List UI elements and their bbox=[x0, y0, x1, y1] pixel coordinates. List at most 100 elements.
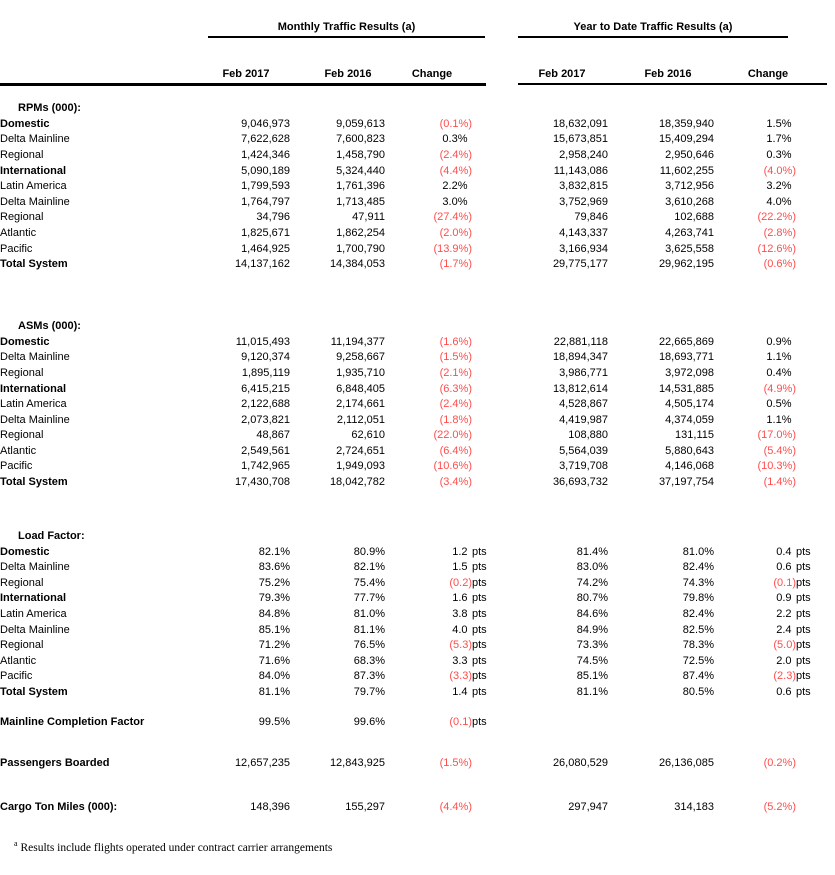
table-row: Delta Mainline 1,764,797 1,713,485 3.0% 3,75… bbox=[0, 194, 826, 210]
monthly-title-underline bbox=[208, 36, 485, 38]
column-gap bbox=[502, 412, 515, 428]
monthly-feb2016-value: 80.9% bbox=[353, 545, 385, 558]
monthly-pts-unit bbox=[472, 225, 502, 241]
ytd-feb2016-value: 80.5% bbox=[682, 686, 714, 699]
ytd-pts-unit bbox=[796, 116, 826, 132]
monthly-pts-unit: pts bbox=[472, 545, 487, 558]
row-label: Regional bbox=[0, 429, 44, 442]
monthly-change-value: (0.1%) bbox=[439, 117, 472, 130]
ytd-feb2016-value: 4,505,174 bbox=[665, 398, 714, 411]
ytd-pts-unit bbox=[796, 474, 826, 490]
row-label: Pacific bbox=[0, 460, 33, 473]
monthly-feb2016-value: 76.5% bbox=[353, 639, 385, 652]
col-header-monthly-change: Change bbox=[411, 68, 453, 80]
ytd-pts-unit bbox=[796, 799, 826, 815]
table-row: Atlantic 71.6% 68.3% 3.3 pts 74.5% 72.5% 2.0 pts bbox=[0, 653, 826, 669]
monthly-feb2017-value: 85.1% bbox=[258, 623, 290, 636]
row-label: Delta Mainline bbox=[0, 561, 70, 574]
ytd-feb2016-value: 26,136,085 bbox=[658, 757, 714, 770]
ytd-change-value: 0.5% bbox=[766, 398, 792, 411]
monthly-feb2016-value: 75.4% bbox=[353, 576, 385, 589]
row-label: Regional bbox=[0, 366, 44, 379]
column-gap bbox=[502, 194, 515, 210]
monthly-pts-unit: pts bbox=[472, 561, 487, 574]
ytd-change-value: 2.4 bbox=[776, 623, 792, 636]
ytd-feb2017-value: 83.0% bbox=[576, 561, 608, 574]
ytd-feb2016-value: 3,610,268 bbox=[665, 195, 714, 208]
row-label: Delta Mainline bbox=[0, 351, 70, 364]
spacer-row bbox=[0, 771, 826, 799]
column-gap bbox=[502, 622, 515, 638]
monthly-feb2017-value: 81.1% bbox=[258, 686, 290, 699]
table-row: Delta Mainline 9,120,374 9,258,667 (1.5%) 18… bbox=[0, 350, 826, 366]
row-label: Delta Mainline bbox=[0, 133, 70, 146]
monthly-feb2017-value: 2,073,821 bbox=[241, 413, 290, 426]
spacer-cell bbox=[0, 92, 826, 100]
table-row: Regional 1,424,346 1,458,790 (2.4%) 2,958,24… bbox=[0, 147, 826, 163]
ytd-change-value: 0.4% bbox=[766, 366, 792, 379]
monthly-change-value: 3.8 bbox=[452, 608, 468, 621]
ytd-pts-unit: pts bbox=[796, 623, 811, 636]
column-gap bbox=[502, 606, 515, 622]
row-label: Domestic bbox=[0, 117, 50, 130]
ytd-pts-unit bbox=[796, 194, 826, 210]
monthly-feb2016-value: 68.3% bbox=[353, 654, 385, 667]
monthly-change-value: (2.1%) bbox=[439, 366, 472, 379]
table-row: Cargo Ton Miles (000): 148,396 155,297 (4.4… bbox=[0, 799, 826, 815]
ytd-feb2016-value: 87.4% bbox=[682, 670, 714, 683]
ytd-feb2016-value: 2,950,646 bbox=[665, 148, 714, 161]
monthly-change-value: 4.0 bbox=[452, 623, 468, 636]
monthly-feb2017-value: 71.2% bbox=[258, 639, 290, 652]
row-label: Delta Mainline bbox=[0, 413, 70, 426]
monthly-pts-unit bbox=[472, 194, 502, 210]
row-label: Regional bbox=[0, 211, 44, 224]
monthly-feb2017-value: 83.6% bbox=[258, 561, 290, 574]
ytd-feb2016-value: 74.3% bbox=[682, 576, 714, 589]
row-label: Atlantic bbox=[0, 654, 37, 667]
spacer-row bbox=[0, 272, 826, 318]
monthly-change-value: 0.3% bbox=[442, 133, 468, 146]
section-title: RPMs (000): bbox=[18, 102, 81, 114]
ytd-feb2017-value: 81.4% bbox=[576, 545, 608, 558]
monthly-change-value: 2.2% bbox=[442, 180, 468, 193]
col-header-ytd-feb2016: Feb 2016 bbox=[644, 68, 692, 80]
monthly-pts-unit bbox=[472, 163, 502, 179]
monthly-feb2016-value: 2,724,651 bbox=[336, 444, 385, 457]
monthly-feb2017-value: 82.1% bbox=[258, 545, 290, 558]
ytd-change-value: (0.1) bbox=[773, 576, 796, 589]
monthly-feb2016-value: 1,862,254 bbox=[336, 226, 385, 239]
monthly-feb2016-value: 155,297 bbox=[345, 800, 385, 813]
monthly-pts-unit: pts bbox=[472, 670, 487, 683]
ytd-change-value: (5.2%) bbox=[763, 800, 796, 813]
row-label: Domestic bbox=[0, 335, 50, 348]
ytd-pts-unit bbox=[796, 396, 826, 412]
ytd-feb2017-value: 84.9% bbox=[576, 623, 608, 636]
column-gap bbox=[502, 225, 515, 241]
ytd-feb2016-value: 314,183 bbox=[674, 800, 714, 813]
monthly-pts-unit bbox=[472, 459, 502, 475]
monthly-change-value: (1.8%) bbox=[439, 413, 472, 426]
column-gap bbox=[502, 684, 515, 700]
ytd-feb2017-value: 13,812,614 bbox=[552, 382, 608, 395]
col-header-monthly-feb2016: Feb 2016 bbox=[324, 68, 372, 80]
ytd-feb2017-value: 84.6% bbox=[576, 608, 608, 621]
column-gap bbox=[502, 178, 515, 194]
monthly-feb2016-value: 77.7% bbox=[353, 592, 385, 605]
monthly-feb2017-value: 99.5% bbox=[258, 715, 290, 728]
table-row: Pacific 1,464,925 1,700,790 (13.9%) 3,166,93… bbox=[0, 241, 826, 257]
monthly-pts-unit bbox=[472, 396, 502, 412]
ytd-feb2017-value: 18,894,347 bbox=[552, 351, 608, 364]
column-gap bbox=[502, 637, 515, 653]
ytd-change-value: (4.0%) bbox=[763, 164, 796, 177]
monthly-feb2016-value: 99.6% bbox=[353, 715, 385, 728]
footnote: a Results include flights operated under… bbox=[0, 839, 835, 854]
column-gap bbox=[502, 544, 515, 560]
table-row: Domestic 11,015,493 11,194,377 (1.6%) 22,881… bbox=[0, 334, 826, 350]
spacer-cell bbox=[0, 771, 826, 799]
ytd-change-value: (5.0) bbox=[773, 639, 796, 652]
ytd-pts-unit bbox=[796, 381, 826, 397]
ytd-change-value: 0.9% bbox=[766, 335, 792, 348]
monthly-feb2017-value: 148,396 bbox=[250, 800, 290, 813]
ytd-feb2017-value: 3,719,708 bbox=[559, 460, 608, 473]
ytd-change-value: 0.3% bbox=[766, 148, 792, 161]
